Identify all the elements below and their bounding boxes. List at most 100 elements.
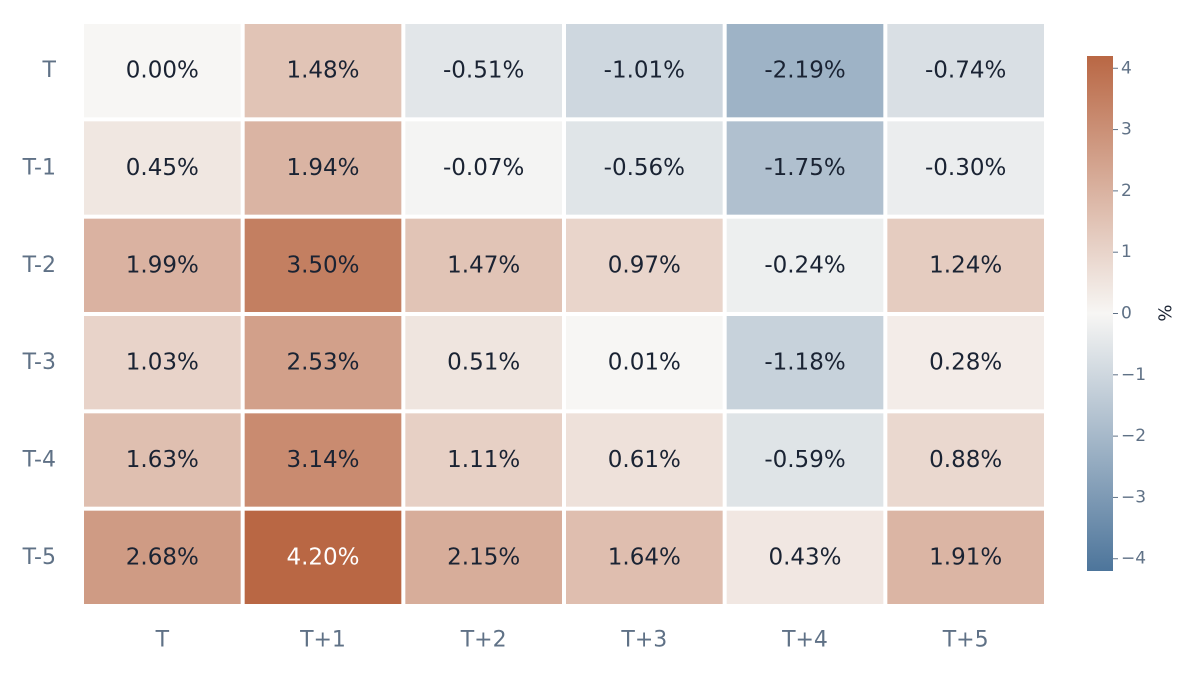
cell-value-label: -0.51% (443, 58, 524, 84)
cell-value-label: 1.63% (126, 447, 199, 473)
heatmap-cell (244, 413, 402, 507)
colorbar-tick-label: −4 (1121, 549, 1146, 569)
heatmap-cell (405, 316, 562, 410)
y-tick-label: T (42, 58, 57, 83)
colorbar-tick-label: 2 (1121, 181, 1132, 201)
cell-value-label: 0.97% (608, 252, 681, 278)
x-tick-label: T+2 (460, 628, 507, 653)
x-tick-label: T+1 (299, 628, 346, 653)
cell-value-label: -0.30% (925, 155, 1006, 181)
heatmap-cell (405, 24, 562, 118)
cell-value-label: 0.61% (608, 447, 681, 473)
cell-value-label: -0.56% (604, 155, 685, 181)
y-tick-label: T-4 (22, 448, 56, 473)
cell-value-label: -0.24% (764, 252, 845, 278)
x-tick-label: T+5 (942, 628, 989, 653)
colorbar-tick-label: 1 (1121, 242, 1132, 262)
heatmap-cell (84, 24, 241, 118)
cell-value-label: -0.59% (764, 447, 845, 473)
heatmap-cell (566, 510, 723, 604)
cell-value-label: 1.94% (286, 155, 359, 181)
x-tick-label: T+4 (781, 628, 828, 653)
colorbar-gradient (1087, 56, 1113, 571)
cell-value-label: 0.43% (768, 544, 841, 570)
cell-value-label: 0.45% (126, 155, 199, 181)
heatmap-cell (244, 24, 402, 118)
cell-value-label: 3.50% (286, 252, 359, 278)
heatmap-cell (726, 24, 884, 118)
colorbar-title: % (1154, 304, 1175, 321)
cell-value-label: -2.19% (764, 58, 845, 84)
cell-value-label: 3.14% (286, 447, 359, 473)
heatmap-cell (84, 316, 241, 410)
cell-value-label: 1.11% (447, 447, 520, 473)
cell-value-label: 1.24% (929, 252, 1002, 278)
heatmap-cell (566, 218, 723, 312)
cell-value-label: 0.28% (929, 350, 1002, 376)
heatmap-cell (726, 316, 884, 410)
heatmap-cell (84, 218, 241, 312)
y-tick-label: T-3 (22, 350, 56, 375)
cell-value-label: -1.75% (764, 155, 845, 181)
cell-value-label: -1.01% (604, 58, 685, 84)
heatmap-cell (887, 121, 1044, 215)
heatmap-cell (84, 510, 241, 604)
x-tick-label: T (155, 628, 170, 653)
heatmap-cell (726, 121, 884, 215)
heatmap-cell (84, 413, 241, 507)
cell-value-label: 1.47% (447, 252, 520, 278)
cell-value-label: 0.00% (126, 58, 199, 84)
heatmap-cell (244, 316, 402, 410)
cell-value-label: 2.53% (286, 350, 359, 376)
heatmap-cell (405, 121, 562, 215)
heatmap-cell (887, 218, 1044, 312)
heatmap-cell (726, 510, 884, 604)
cell-value-label: 4.20% (286, 544, 359, 570)
colorbar-tick-label: 0 (1121, 304, 1132, 324)
cell-value-label: -1.18% (764, 350, 845, 376)
cell-value-label: 0.01% (608, 350, 681, 376)
colorbar-tick-label: −2 (1121, 426, 1146, 446)
y-tick-label: T-5 (22, 545, 56, 570)
heatmap-cell (244, 218, 402, 312)
heatmap-cell (887, 510, 1044, 604)
heatmap-cell (405, 413, 562, 507)
heatmap-cell (726, 218, 884, 312)
x-tick-label: T+3 (620, 628, 667, 653)
heatmap-cell (726, 413, 884, 507)
cell-value-label: 1.48% (286, 58, 359, 84)
heatmap-cell (405, 510, 562, 604)
heatmap-cell (887, 316, 1044, 410)
heatmap-cell (566, 413, 723, 507)
y-tick-label: T-1 (22, 156, 56, 181)
colorbar-tick-label: −1 (1121, 365, 1146, 385)
heatmap-cell (566, 121, 723, 215)
heatmap-cells (84, 24, 1044, 604)
heatmap-cell (566, 24, 723, 118)
heatmap-cell-labels: 0.00% 1.48% -0.51% -1.01% -2.19% -0.74% 0.45% 1… (126, 58, 1007, 571)
cell-value-label: 0.51% (447, 350, 520, 376)
cell-value-label: -0.74% (925, 58, 1006, 84)
cell-value-label: 1.64% (608, 544, 681, 570)
heatmap-cell (244, 510, 402, 604)
heatmap-cell (566, 316, 723, 410)
cell-value-label: 2.15% (447, 544, 520, 570)
colorbar-tick-label: 3 (1121, 120, 1132, 140)
heatmap-cell (244, 121, 402, 215)
colorbar-tick-label: −3 (1121, 487, 1146, 507)
heatmap-cell (887, 24, 1044, 118)
heatmap-cell (887, 413, 1044, 507)
colorbar-tick-label: 4 (1121, 58, 1132, 78)
cell-value-label: -0.07% (443, 155, 524, 181)
heatmap-cell (405, 218, 562, 312)
heatmap-cell (84, 121, 241, 215)
y-axis-ticks: T T-1 T-2 T-3 T-4 T-5 (22, 58, 57, 570)
cell-value-label: 1.99% (126, 252, 199, 278)
cell-value-label: 2.68% (126, 544, 199, 570)
cell-value-label: 0.88% (929, 447, 1002, 473)
x-axis-ticks: T T+1 T+2 T+3 T+4 T+5 (155, 628, 989, 653)
y-tick-label: T-2 (22, 253, 56, 278)
colorbar-ticks: 4 3 2 1 0 −1 −2 −3 −4 (1113, 58, 1146, 569)
colorbar: 4 3 2 1 0 −1 −2 −3 −4 % (1087, 56, 1175, 571)
